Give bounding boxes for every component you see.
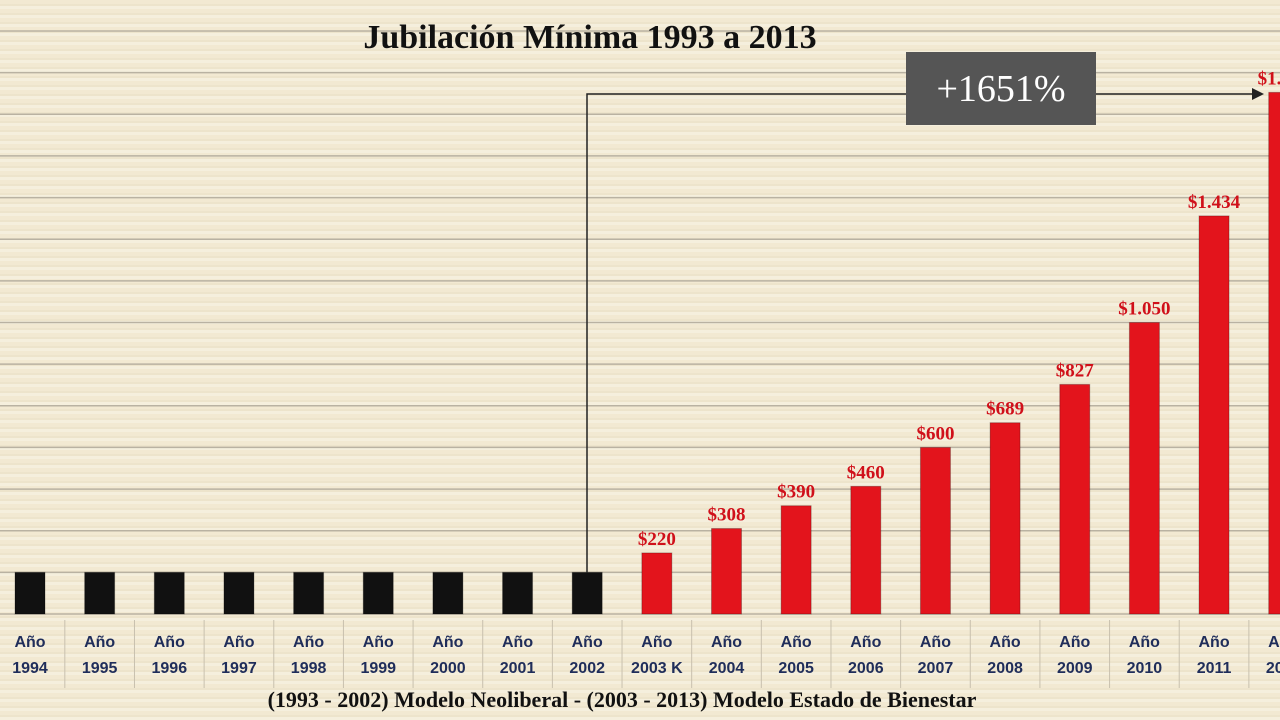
value-label: $220 [638, 529, 676, 550]
value-label: $308 [708, 504, 746, 525]
annotation: +1651% [936, 68, 1065, 110]
bar [362, 571, 394, 615]
bar [850, 485, 882, 615]
bar [989, 422, 1021, 615]
value-label: $1.050 [1118, 299, 1170, 320]
x-tick-label: Año 1994 [12, 634, 48, 677]
x-tick-label: Año 1996 [151, 634, 188, 677]
arrow-head [1252, 88, 1264, 100]
x-tick-label: Año 2002 [569, 634, 605, 677]
bar [780, 505, 812, 615]
bar [502, 571, 534, 615]
bar [1128, 322, 1160, 615]
value-label: $600 [916, 423, 954, 444]
x-tick-label: Año 2007 [917, 634, 954, 677]
x-tick-label: Año 2005 [778, 634, 814, 677]
bar [153, 571, 185, 615]
bar [919, 446, 951, 615]
value-label: $460 [847, 462, 885, 483]
x-tick-label: Año 2000 [430, 634, 466, 677]
value-label: $827 [1056, 360, 1095, 381]
subtitle: (1993 - 2002) Modelo Neoliberal - (2003 … [268, 687, 977, 712]
bar [641, 552, 673, 615]
value-label: $390 [777, 482, 815, 503]
annotation-box [906, 52, 1096, 125]
bar [571, 571, 603, 615]
bar [1059, 383, 1091, 615]
x-tick-label: Año 2011 [1196, 634, 1232, 677]
bar [223, 571, 255, 615]
x-tick-label: Año 2009 [1056, 634, 1093, 677]
bar [1268, 91, 1280, 615]
bar [1198, 215, 1230, 615]
x-tick-label: Año 2006 [848, 634, 884, 677]
value-label: $1.434 [1188, 192, 1241, 213]
bar [14, 571, 46, 615]
x-tick-label: Año 1997 [221, 634, 257, 677]
x-tick-label: Año 1999 [360, 634, 397, 677]
x-tick-label: Año 1995 [81, 634, 118, 677]
bar [293, 571, 325, 615]
bars: $220 $308 $390 $460 $600 $689 $827 $1.050 $1.434… [14, 68, 1280, 615]
x-tick-label: Año 2004 [708, 634, 745, 677]
x-tick-label: Año 2003 K [631, 634, 683, 677]
x-tick-label: Año 2001 [499, 634, 536, 677]
bar [432, 571, 464, 615]
x-tick-label: Año 2008 [987, 634, 1023, 677]
x-tick-label: Año 2010 [1126, 634, 1163, 677]
bar [711, 527, 742, 615]
value-label: $689 [986, 399, 1024, 420]
chart-title: Jubilación Mínima 1993 a 2013 [363, 19, 816, 56]
x-tick-label: Año 1998 [290, 634, 327, 677]
x-tick-label: Año 2012 [1265, 634, 1280, 677]
bar [84, 571, 116, 615]
value-label: $1.879 [1258, 68, 1280, 89]
